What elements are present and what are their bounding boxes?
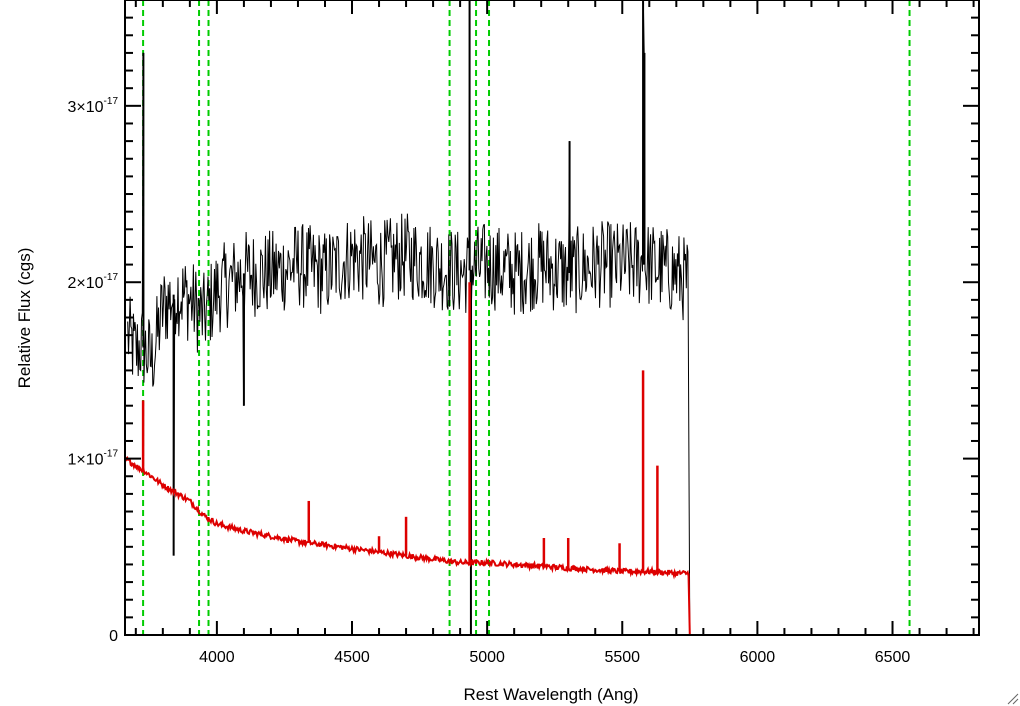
x-tick-labels: 4000 4500 5000 5500 6000 6500 — [199, 649, 910, 666]
y-tick-label: 1×10-17 — [68, 449, 119, 469]
x-tick-label: 4500 — [334, 649, 370, 666]
reference-lines — [142, 0, 911, 635]
x-tick-label: 5500 — [604, 649, 640, 666]
x-tick-label: 6000 — [740, 649, 776, 666]
y-tick-label: 2×10-17 — [68, 272, 119, 292]
x-axis-title: Rest Wavelength (Ang) — [463, 685, 638, 704]
observed-spectrum-line — [127, 0, 691, 636]
x-tick-label: 5000 — [469, 649, 505, 666]
x-tick-label: 6500 — [875, 649, 911, 666]
plot-frame — [124, 0, 980, 636]
x-tick-label: 4000 — [199, 649, 235, 666]
model-spectrum-line — [124, 455, 979, 636]
resize-grip-icon[interactable] — [1007, 693, 1019, 705]
y-tick-label: 3×10-17 — [68, 96, 119, 116]
axis-ticks — [125, 0, 979, 636]
series-layer — [124, 0, 979, 636]
y-tick-label: 0 — [109, 628, 118, 645]
y-axis-title: Relative Flux (cgs) — [15, 248, 34, 389]
y-tick-labels: 0 1×10-17 2×10-17 3×10-17 — [68, 96, 119, 645]
